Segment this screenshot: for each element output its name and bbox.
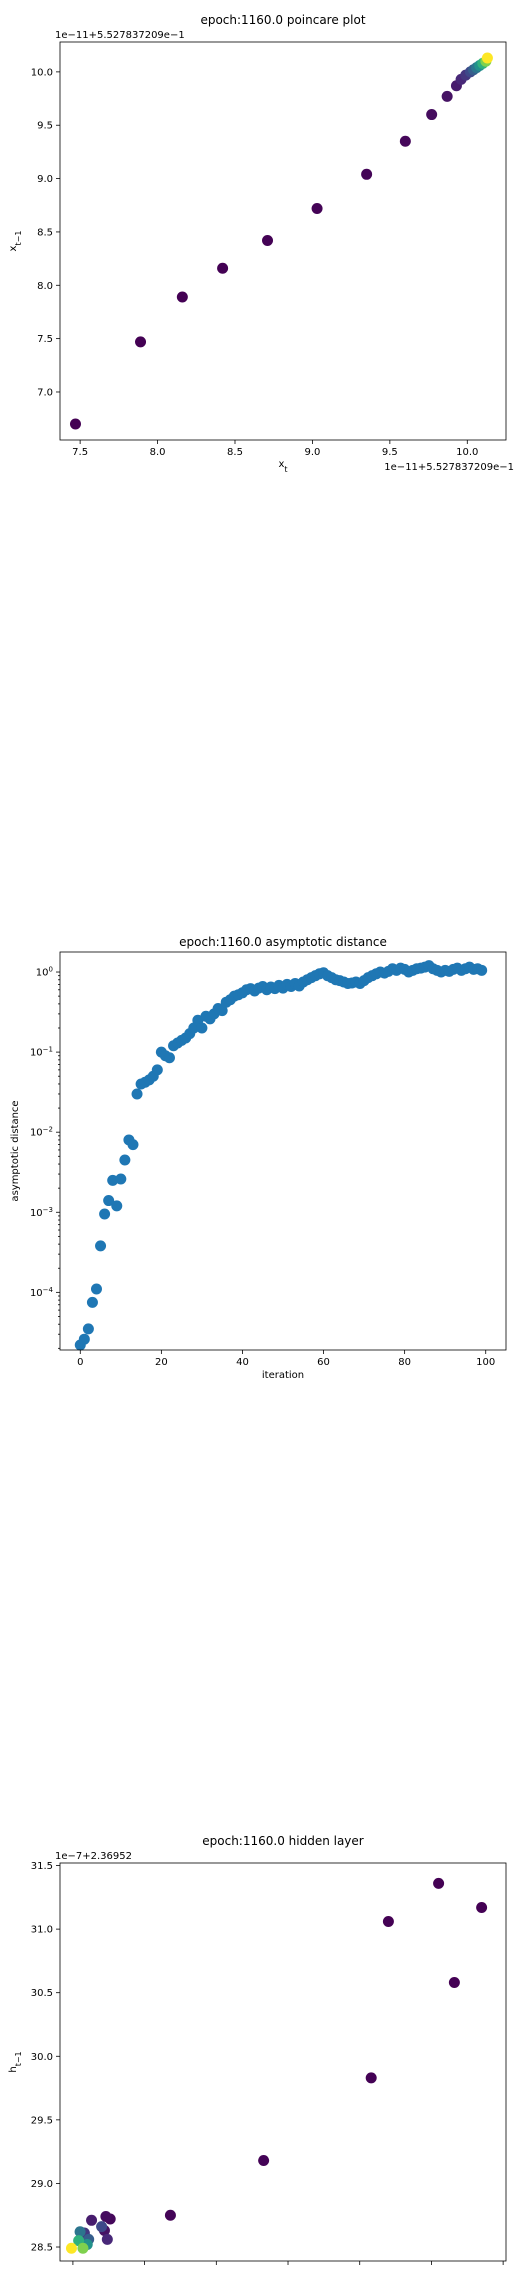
data-point: [448, 1977, 460, 1989]
data-point: [127, 1139, 139, 1151]
data-point: [131, 1088, 143, 1100]
data-point: [119, 1154, 131, 1166]
data-point: [164, 2209, 176, 2221]
data-point: [74, 2226, 86, 2238]
y-offset-label: 1e−7+2.36952: [55, 1851, 132, 1862]
data-point: [86, 1296, 98, 1308]
data-point: [476, 1902, 488, 1914]
plot-frame: [59, 41, 507, 441]
data-point: [82, 1323, 94, 1335]
x-tick-label: 80: [398, 1357, 411, 1368]
y-axis-label: asymptotic distance: [10, 1100, 21, 1201]
data-point: [135, 336, 147, 348]
chart-title: epoch:1160.0 hidden layer: [202, 1834, 364, 1848]
y-tick-label: 30.0: [31, 2052, 53, 2063]
data-point: [107, 1174, 119, 1186]
data-point: [262, 234, 274, 246]
data-point: [99, 1208, 111, 1220]
data-point: [433, 1877, 445, 1889]
x-axis-label: iteration: [262, 1370, 304, 1381]
data-point: [441, 90, 453, 102]
y-tick-label: 7.5: [37, 334, 53, 345]
y-tick-label: 31.5: [31, 1861, 53, 1872]
data-point: [111, 1200, 123, 1212]
chart-title: epoch:1160.0 asymptotic distance: [179, 935, 387, 949]
chart-title: epoch:1160.0 poincare plot: [200, 13, 365, 27]
data-point: [65, 2242, 77, 2254]
data-point: [365, 2072, 377, 2084]
x-tick-label: 9.0: [304, 447, 320, 458]
x-tick-label: 20: [155, 1357, 168, 1368]
x-tick-label: 10.0: [456, 447, 478, 458]
x-tick-label: 8.5: [227, 447, 243, 458]
data-point: [96, 2221, 108, 2233]
y-tick-label: 28.5: [31, 2243, 53, 2254]
data-point: [258, 2155, 270, 2167]
data-point: [95, 1240, 107, 1252]
y-axis-label: ht−1: [8, 2051, 23, 2072]
data-point: [399, 135, 411, 147]
data-point: [476, 964, 488, 976]
data-point: [216, 1005, 228, 1017]
data-point: [69, 418, 81, 430]
y-tick-label: 10−4: [30, 1286, 54, 1299]
y-tick-label: 10−1: [30, 1046, 53, 1059]
data-point: [78, 1333, 90, 1345]
data-point: [103, 1195, 115, 1207]
hidden-layer-plot: epoch:1160.0 hidden layer 28.5 29.0 29.5 30.…: [8, 1834, 514, 2269]
x-tick-label: 100: [476, 1357, 495, 1368]
y-tick-label: 9.5: [37, 121, 53, 132]
y-tick-label: 29.0: [31, 2179, 53, 2190]
plot-frame: [59, 951, 507, 1351]
data-point: [77, 2242, 89, 2254]
x-tick-label: 60: [317, 1357, 330, 1368]
y-tick-label: 7.0: [37, 387, 53, 398]
y-tick-label: 10−2: [30, 1126, 53, 1139]
data-point: [151, 1064, 163, 1076]
data-point: [382, 1915, 394, 1927]
y-tick-label: 30.5: [31, 1988, 53, 1999]
data-point: [115, 1173, 127, 1185]
data-point: [176, 291, 188, 303]
x-tick-label: 8.0: [150, 447, 166, 458]
plot-frame: [59, 1862, 507, 2262]
y-tick-label: 29.5: [31, 2115, 53, 2126]
data-point: [101, 2233, 113, 2245]
y-tick-label: 10.0: [31, 67, 53, 78]
y-tick-label: 31.0: [31, 1925, 53, 1936]
y-tick-label: 9.0: [37, 174, 53, 185]
data-point: [311, 202, 323, 214]
data-point: [90, 1283, 102, 1295]
data-point: [361, 168, 373, 180]
y-tick-label: 8.0: [37, 281, 53, 292]
y-tick-label: 10−3: [30, 1206, 53, 1219]
data-point: [163, 1052, 175, 1064]
asymptotic-distance-plot: epoch:1160.0 asymptotic distance 0 20 40 60 8…: [10, 935, 507, 1381]
data-point: [426, 109, 438, 121]
poincare-plot: epoch:1160.0 poincare plot 7.5 8.0 8.5 9.0 9.…: [8, 13, 514, 474]
x-axis-label: xt: [278, 459, 287, 474]
x-tick-label: 7.5: [72, 447, 88, 458]
y-tick-label: 8.5: [37, 227, 53, 238]
data-point: [196, 1022, 208, 1034]
x-tick-label: 40: [236, 1357, 249, 1368]
data-point: [481, 52, 493, 64]
data-point: [100, 2210, 112, 2222]
y-axis-label: xt−1: [8, 231, 23, 252]
y-offset-label: 1e−11+5.527837209e−1: [55, 30, 185, 41]
y-tick-label: 100: [36, 966, 53, 979]
data-point: [86, 2214, 98, 2226]
data-point: [217, 262, 229, 274]
x-tick-label: 9.5: [382, 447, 398, 458]
x-tick-label: 0: [77, 1357, 83, 1368]
x-offset-label: 1e−11+5.527837209e−1: [384, 462, 514, 473]
